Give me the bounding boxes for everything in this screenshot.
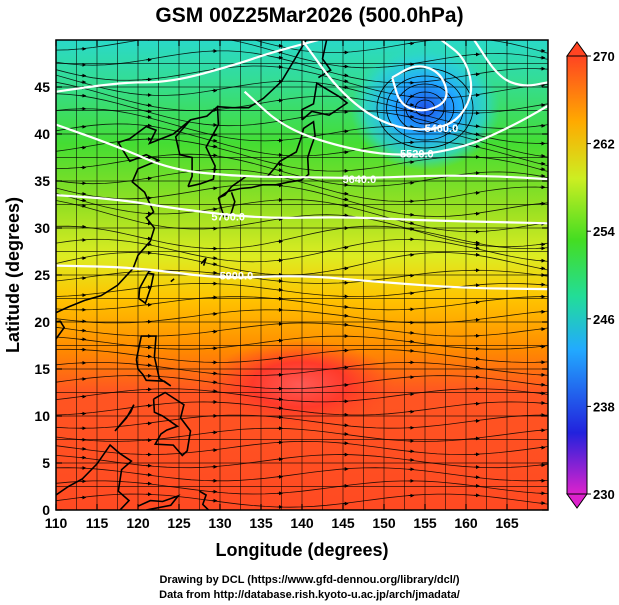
height-contour [301,40,473,131]
contour-labels: 5900.0 5700.0 5640.0 5520.0 5460.0 [211,123,458,283]
y-tick-label: 25 [34,267,50,283]
height-contour [473,40,548,87]
coastline-icon [56,119,192,314]
y-axis-ticks: 0 5 10 15 20 25 30 35 40 45 [34,79,548,518]
coastline-icon [137,494,181,510]
y-tick-label: 20 [34,314,50,330]
coastline-icon [56,443,133,510]
contour-label: 5460.0 [425,123,459,135]
coastline-icon [301,81,349,121]
height-contour [56,40,319,93]
contour-label: 5700.0 [211,211,245,223]
x-tick-label: 115 [86,515,109,531]
warm-core [205,340,395,430]
colorbar-tick-label: 230 [593,487,615,502]
contour-label: 5900.0 [220,271,254,283]
y-axis-label: Latitude (degrees) [3,197,23,353]
coastline-icon [135,335,172,387]
contour-label: 5520.0 [400,149,434,161]
x-tick-label: 165 [495,515,519,531]
contour-label: 5640.0 [343,174,377,186]
coastline-icon [114,404,135,432]
x-tick-label: 130 [208,515,232,531]
height-contours [56,40,548,291]
x-tick-label: 120 [126,515,150,531]
coastline-icon [56,320,66,341]
y-tick-label: 15 [34,361,50,377]
colorbar-tick-label: 254 [593,224,615,239]
x-tick-label: 140 [290,515,314,531]
credit-data: Data from http://database.rish.kyoto-u.a… [159,589,460,601]
colorbar-ticks: 230 238 246 254 262 270 [587,49,615,502]
height-contour [56,123,548,181]
height-contour [56,194,548,225]
coastline-icon [317,40,332,79]
y-tick-label: 0 [42,502,50,518]
y-tick-label: 5 [42,455,50,471]
colorbar-tick-label: 270 [593,49,615,64]
coastline-icon [56,40,349,510]
y-tick-label: 40 [34,126,50,142]
coastline-icon [174,104,220,188]
y-tick-label: 30 [34,220,50,236]
plot-area: 5900.0 5700.0 5640.0 5520.0 5460.0 [56,40,548,510]
coastline-icon [138,272,155,305]
x-tick-label: 145 [331,515,355,531]
height-contour [391,65,448,112]
lat-lon-grid [56,40,548,510]
x-tick-label: 160 [454,515,478,531]
credit-drawing: Drawing by DCL (https://www.gfd-dennou.o… [159,574,460,586]
colorbar-tick-label: 246 [593,312,615,327]
coastline-icon [200,257,207,266]
colorbar-bottom-arrow [566,493,588,509]
coastline-icon [199,490,210,510]
x-axis-ticks: 110 115 120 125 130 135 140 145 150 155 160 165 [45,40,519,531]
height-contour [243,90,548,156]
coastline-icon [170,278,175,283]
x-tick-label: 125 [167,515,191,531]
y-tick-label: 10 [34,408,50,424]
colorbar-tick-label: 238 [593,399,615,414]
colorbar-top-arrow [566,41,588,57]
colorbar-body [566,55,588,495]
y-tick-label: 45 [34,79,50,95]
page-title: GSM 00Z25Mar2026 (500.0hPa) [155,4,464,27]
coastline-icon [152,391,192,457]
x-tick-label: 110 [45,515,68,531]
height-contour [56,264,548,291]
y-tick-label: 35 [34,173,50,189]
x-axis-label: Longitude (degrees) [215,540,388,560]
coastline-icon [217,40,307,109]
x-tick-label: 135 [249,515,273,531]
colorbar-tick-label: 262 [593,137,615,152]
x-tick-label: 150 [372,515,396,531]
colorbar: 230 238 246 254 262 270 [566,41,615,509]
x-tick-label: 155 [413,515,437,531]
